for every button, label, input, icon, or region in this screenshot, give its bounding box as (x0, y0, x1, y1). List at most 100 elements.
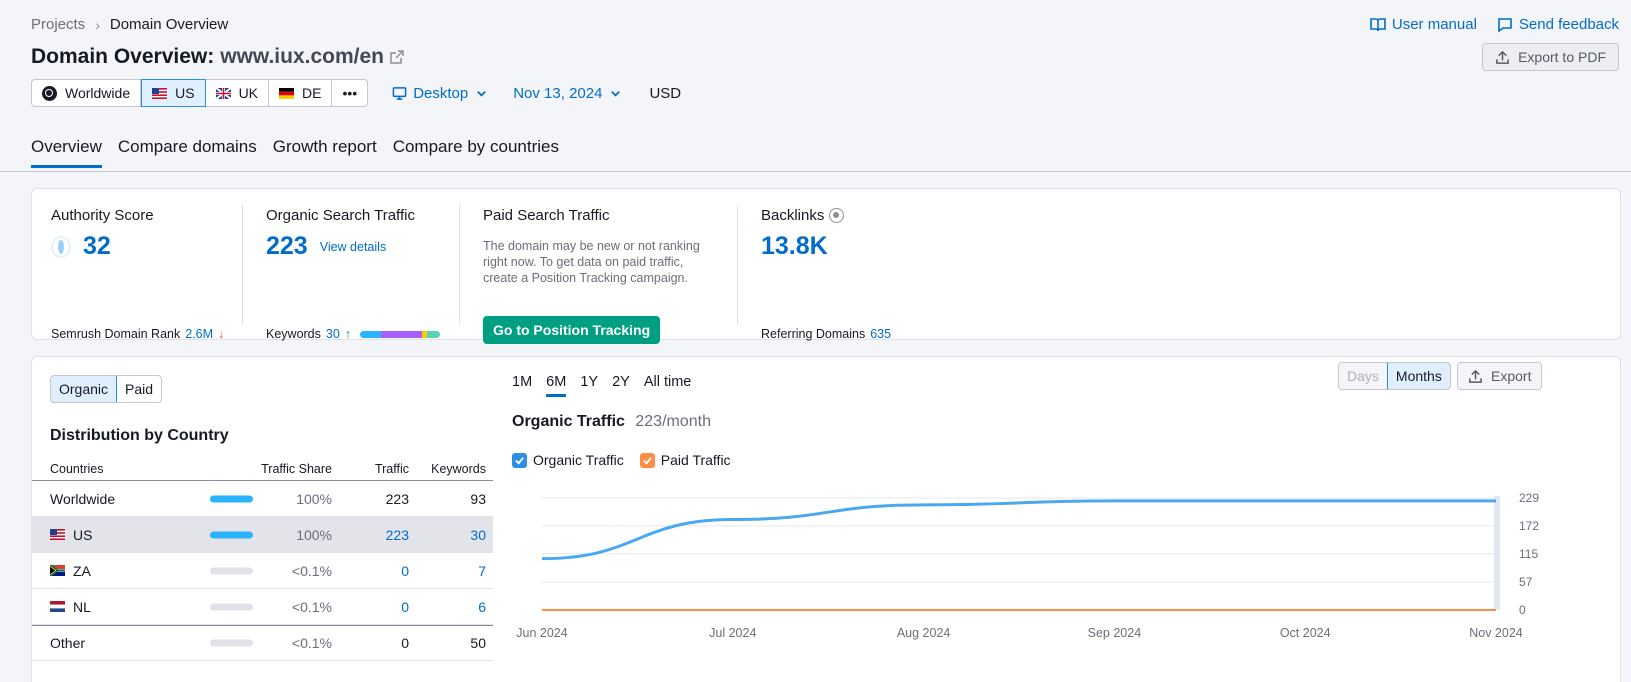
legend-paid-label: Paid Traffic (660, 452, 731, 468)
legend-organic[interactable]: Organic Traffic (512, 452, 624, 468)
db-us[interactable]: US (141, 79, 206, 107)
toggle-days[interactable]: Days (1339, 363, 1387, 389)
traffic-share-value: <0.1% (291, 635, 332, 651)
country-name: US (73, 526, 93, 543)
organic-keywords: Keywords 30 ↑ (266, 327, 441, 341)
toggle-months[interactable]: Months (1386, 363, 1450, 389)
external-link-icon[interactable] (390, 50, 404, 64)
toggle-paid[interactable]: Paid (125, 381, 154, 397)
y-tick-label: 0 (1519, 603, 1526, 617)
db-more-button[interactable]: ••• (332, 80, 367, 106)
current-period-marker (1494, 496, 1500, 610)
paid-traffic-note: The domain may be new or not ranking rig… (483, 239, 700, 285)
summary-card: Authority Score 32 Semrush Domain Rank 2… (31, 188, 1621, 344)
traffic-value[interactable]: 0 (401, 598, 409, 615)
kw-bar-segment (403, 330, 423, 338)
x-tick-label: Jun 2024 (516, 626, 567, 640)
us-flag-icon (50, 529, 65, 540)
table-row[interactable]: ZA <0.1% 0 7 (32, 553, 493, 589)
breadcrumb-projects[interactable]: Projects (31, 16, 86, 33)
authority-score-icon (51, 235, 71, 258)
arrow-up-icon: ↑ (344, 327, 352, 341)
referring-domains: Referring Domains 635 (761, 327, 891, 341)
authority-score-value[interactable]: 32 (83, 232, 111, 260)
organic-traffic-chart[interactable]: 229 172 115 57 0 Jun 2024 Jul 2024 Aug 2024 Sep … (492, 477, 1592, 647)
page-title-prefix: Domain Overview: (31, 45, 215, 68)
checkbox-checked-icon (639, 452, 655, 468)
backlinks-label: Backlinks (761, 207, 825, 224)
tab-growth-report[interactable]: Growth report (272, 137, 377, 156)
user-manual-link[interactable]: User manual (1370, 16, 1477, 33)
send-feedback-label: Send feedback (1518, 16, 1619, 33)
kw-bar-segment (380, 330, 404, 338)
export-label: Export (1491, 368, 1532, 384)
table-row[interactable]: Other <0.1% 0 50 (32, 625, 493, 661)
period-6m[interactable]: 6M (546, 368, 567, 397)
device-dropdown[interactable]: Desktop (392, 85, 489, 102)
traffic-value[interactable]: 0 (401, 562, 409, 579)
period-selector: 1M 6M 1Y 2Y All time (512, 368, 691, 397)
checkbox-checked-icon (512, 452, 527, 468)
keywords-value[interactable]: 6 (478, 598, 486, 615)
tab-compare-domains[interactable]: Compare domains (117, 137, 257, 156)
traffic-share-bar (210, 495, 253, 502)
organic-traffic-value[interactable]: 223 (266, 232, 308, 260)
referring-domains-value[interactable]: 635 (870, 327, 892, 341)
period-2y[interactable]: 2Y (612, 374, 630, 390)
comment-icon (1498, 17, 1512, 33)
traffic-card: Organic Paid Distribution by Country Cou… (31, 356, 1621, 682)
keywords-value[interactable]: 30 (470, 526, 486, 543)
organic-paid-toggle: Organic Paid (50, 375, 163, 403)
table-row[interactable]: US 100% 223 30 (32, 517, 493, 553)
backlinks-info-icon[interactable] (829, 208, 845, 223)
toggle-organic[interactable]: Organic (51, 376, 118, 402)
table-row[interactable]: Worldwide 100% 223 93 (32, 481, 493, 517)
granularity-toggle: Days Months (1338, 362, 1451, 390)
country-name: NL (73, 598, 91, 615)
x-tick-label: Nov 2024 (1469, 626, 1523, 640)
domain-rank-value[interactable]: 2.6M (185, 327, 214, 341)
db-worldwide[interactable]: Worldwide (32, 80, 142, 106)
date-dropdown[interactable]: Nov 13, 2024 (513, 85, 623, 102)
chart-title-main: Organic Traffic (512, 413, 625, 430)
x-tick-label: Aug 2024 (897, 626, 951, 640)
traffic-share-bar (210, 567, 253, 574)
keywords-value[interactable]: 7 (478, 562, 486, 579)
tab-overview[interactable]: Overview (31, 137, 102, 168)
period-1m[interactable]: 1M (512, 374, 533, 390)
traffic-share-value: 100% (296, 490, 332, 507)
chevron-right-icon: › (95, 16, 100, 33)
us-flag-icon (152, 87, 168, 99)
db-uk[interactable]: UK (206, 80, 270, 106)
distribution-title: Distribution by Country (50, 427, 229, 444)
export-button[interactable]: Export (1457, 362, 1543, 390)
period-1y[interactable]: 1Y (580, 374, 599, 390)
more-icon: ••• (342, 85, 358, 101)
organic-traffic-label: Organic Search Traffic (266, 207, 415, 224)
tab-compare-by-countries[interactable]: Compare by countries (392, 137, 560, 156)
currency-label: USD (649, 84, 682, 102)
traffic-share-bar (210, 531, 253, 538)
traffic-value[interactable]: 223 (385, 526, 409, 543)
authority-score-label: Authority Score (51, 207, 154, 224)
table-header: Countries Traffic Share Traffic Keywords (32, 457, 493, 481)
send-feedback-link[interactable]: Send feedback (1497, 16, 1619, 33)
backlinks-value[interactable]: 13.8K (761, 232, 828, 260)
go-to-position-tracking-button[interactable]: Go to Position Tracking (483, 316, 661, 344)
table-row[interactable]: NL <0.1% 0 6 (32, 589, 493, 625)
traffic-share-bar (210, 639, 253, 647)
keywords-value[interactable]: 30 (325, 327, 340, 341)
db-de[interactable]: DE (269, 80, 333, 106)
za-flag-icon (50, 565, 65, 576)
country-name: Other (50, 635, 86, 651)
top-links: User manual Send feedback (1370, 16, 1619, 33)
tabs-divider (0, 171, 1631, 172)
keywords-value: 93 (470, 490, 486, 507)
page-title-domain[interactable]: www.iux.com/en (220, 45, 384, 68)
metric-divider (737, 205, 738, 325)
export-pdf-button[interactable]: Export to PDF (1482, 43, 1619, 71)
legend-paid[interactable]: Paid Traffic (639, 452, 731, 468)
traffic-share-fill (210, 531, 253, 538)
period-all-time[interactable]: All time (643, 374, 692, 390)
view-details-link[interactable]: View details (319, 239, 387, 254)
